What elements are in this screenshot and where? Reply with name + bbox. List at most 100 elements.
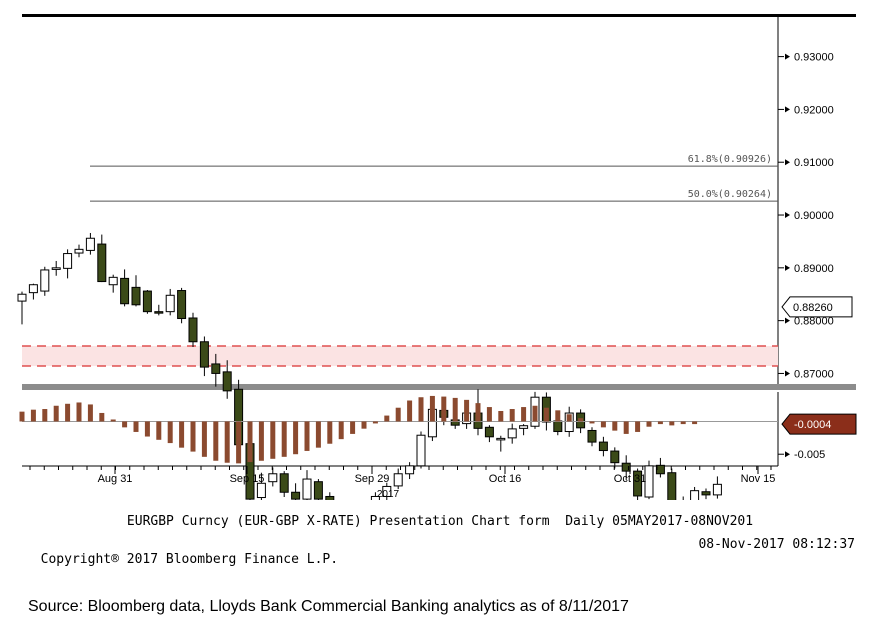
momentum-bar <box>692 421 698 425</box>
candle-body <box>484 426 494 438</box>
candle-body <box>51 267 61 270</box>
momentum-bar <box>646 421 652 427</box>
candle-body <box>97 243 107 283</box>
source-note: Source: Bloomberg data, Lloyds Bank Comm… <box>28 598 629 615</box>
price-tick-label: 0.89000 <box>794 263 834 275</box>
momentum-bar <box>521 407 527 422</box>
momentum-bar <box>327 421 333 444</box>
momentum-tick-label: -0.005 <box>794 449 825 461</box>
momentum-bar <box>680 421 686 425</box>
momentum-bar <box>65 403 71 422</box>
momentum-bar <box>53 405 59 422</box>
momentum-bar <box>566 414 572 422</box>
price-tick-arrow <box>785 264 790 271</box>
momentum-bar <box>167 421 173 444</box>
momentum-bar <box>623 421 629 434</box>
momentum-bar <box>213 421 219 461</box>
candle-body <box>108 276 118 286</box>
price-tick-arrow <box>785 106 790 113</box>
momentum-bar <box>600 421 606 428</box>
momentum-bar <box>144 421 150 437</box>
momentum-bar <box>509 409 515 422</box>
candle-body <box>633 470 643 497</box>
candle-body <box>17 293 27 302</box>
momentum-bar <box>612 421 618 431</box>
candle-body <box>507 428 517 439</box>
price-tick-arrow <box>785 212 790 219</box>
momentum-bar <box>304 421 310 451</box>
current-momentum-badge: -0.0004 <box>781 413 857 435</box>
current-price-badge-shape <box>781 296 853 318</box>
candle-body <box>564 412 574 433</box>
candle-body <box>701 491 711 496</box>
momentum-bar <box>589 421 595 424</box>
momentum-bar <box>293 421 299 455</box>
candle-body <box>382 485 392 497</box>
candle-body <box>325 495 335 500</box>
candle-body <box>553 420 563 433</box>
candle-body <box>279 473 289 493</box>
momentum-bar <box>669 421 675 426</box>
price-tick-label: 0.88000 <box>794 316 834 328</box>
momentum-bar <box>201 421 207 457</box>
candle-body <box>154 311 164 314</box>
momentum-bar <box>190 421 196 452</box>
momentum-bar <box>281 421 287 457</box>
fib-level-label: 50.0%(0.90264) <box>688 189 772 200</box>
support-zone <box>22 345 778 367</box>
momentum-bar <box>384 415 390 422</box>
momentum-histogram <box>19 395 778 464</box>
candle-body <box>40 269 50 292</box>
candle-body <box>416 434 426 467</box>
momentum-bar <box>236 421 242 464</box>
momentum-bar <box>429 395 435 422</box>
momentum-bar <box>532 405 538 422</box>
momentum-bar <box>475 403 481 422</box>
candle-body <box>188 317 198 343</box>
candle-body <box>598 441 608 452</box>
momentum-bar <box>19 411 25 422</box>
caption-timestamp: 08-Nov-2017 08:12:37 <box>698 537 855 552</box>
candle-body <box>587 429 597 443</box>
candle-body <box>302 478 312 500</box>
candle-body <box>120 277 130 305</box>
candle-body <box>610 450 620 464</box>
momentum-bar <box>578 418 584 422</box>
momentum-bar <box>441 396 447 422</box>
candle-body <box>142 290 152 313</box>
momentum-bar <box>361 421 367 429</box>
candle-body <box>63 253 73 269</box>
caption-copyright: Copyright® 2017 Bloomberg Finance L.P. <box>40 552 339 567</box>
price-tick-label: 0.87000 <box>794 368 834 380</box>
candle-body <box>712 483 722 496</box>
momentum-bar <box>407 400 413 422</box>
candle-body <box>405 465 415 475</box>
momentum-bar <box>122 421 128 428</box>
momentum-bar <box>350 421 356 434</box>
momentum-bar <box>110 419 116 422</box>
current-price-label: 0.88260 <box>793 302 833 314</box>
x-tick-label: Sep 15 <box>230 473 265 485</box>
candle-body <box>313 481 323 500</box>
momentum-bar <box>498 410 504 422</box>
momentum-bar <box>99 412 105 422</box>
support-zone-band <box>22 345 778 367</box>
momentum-bar <box>452 397 458 422</box>
momentum-bar <box>42 409 48 422</box>
candle-body <box>370 495 380 500</box>
candle-body <box>519 425 529 429</box>
momentum-bar <box>543 407 549 422</box>
candle-body <box>177 290 187 320</box>
momentum-bar <box>247 421 253 463</box>
caption-title: EURGBP Curncy (EUR-GBP X-RATE) Presentat… <box>126 514 754 529</box>
candle-body <box>690 490 700 500</box>
candle-body <box>131 286 141 306</box>
candle-body <box>256 482 266 499</box>
price-tick-arrow <box>785 53 790 60</box>
price-tick-label: 0.93000 <box>794 52 834 64</box>
price-tick-label: 0.90000 <box>794 210 834 222</box>
candle-body <box>211 363 221 374</box>
momentum-bar <box>76 402 82 422</box>
candle-body <box>199 341 209 368</box>
momentum-bar <box>270 421 276 459</box>
